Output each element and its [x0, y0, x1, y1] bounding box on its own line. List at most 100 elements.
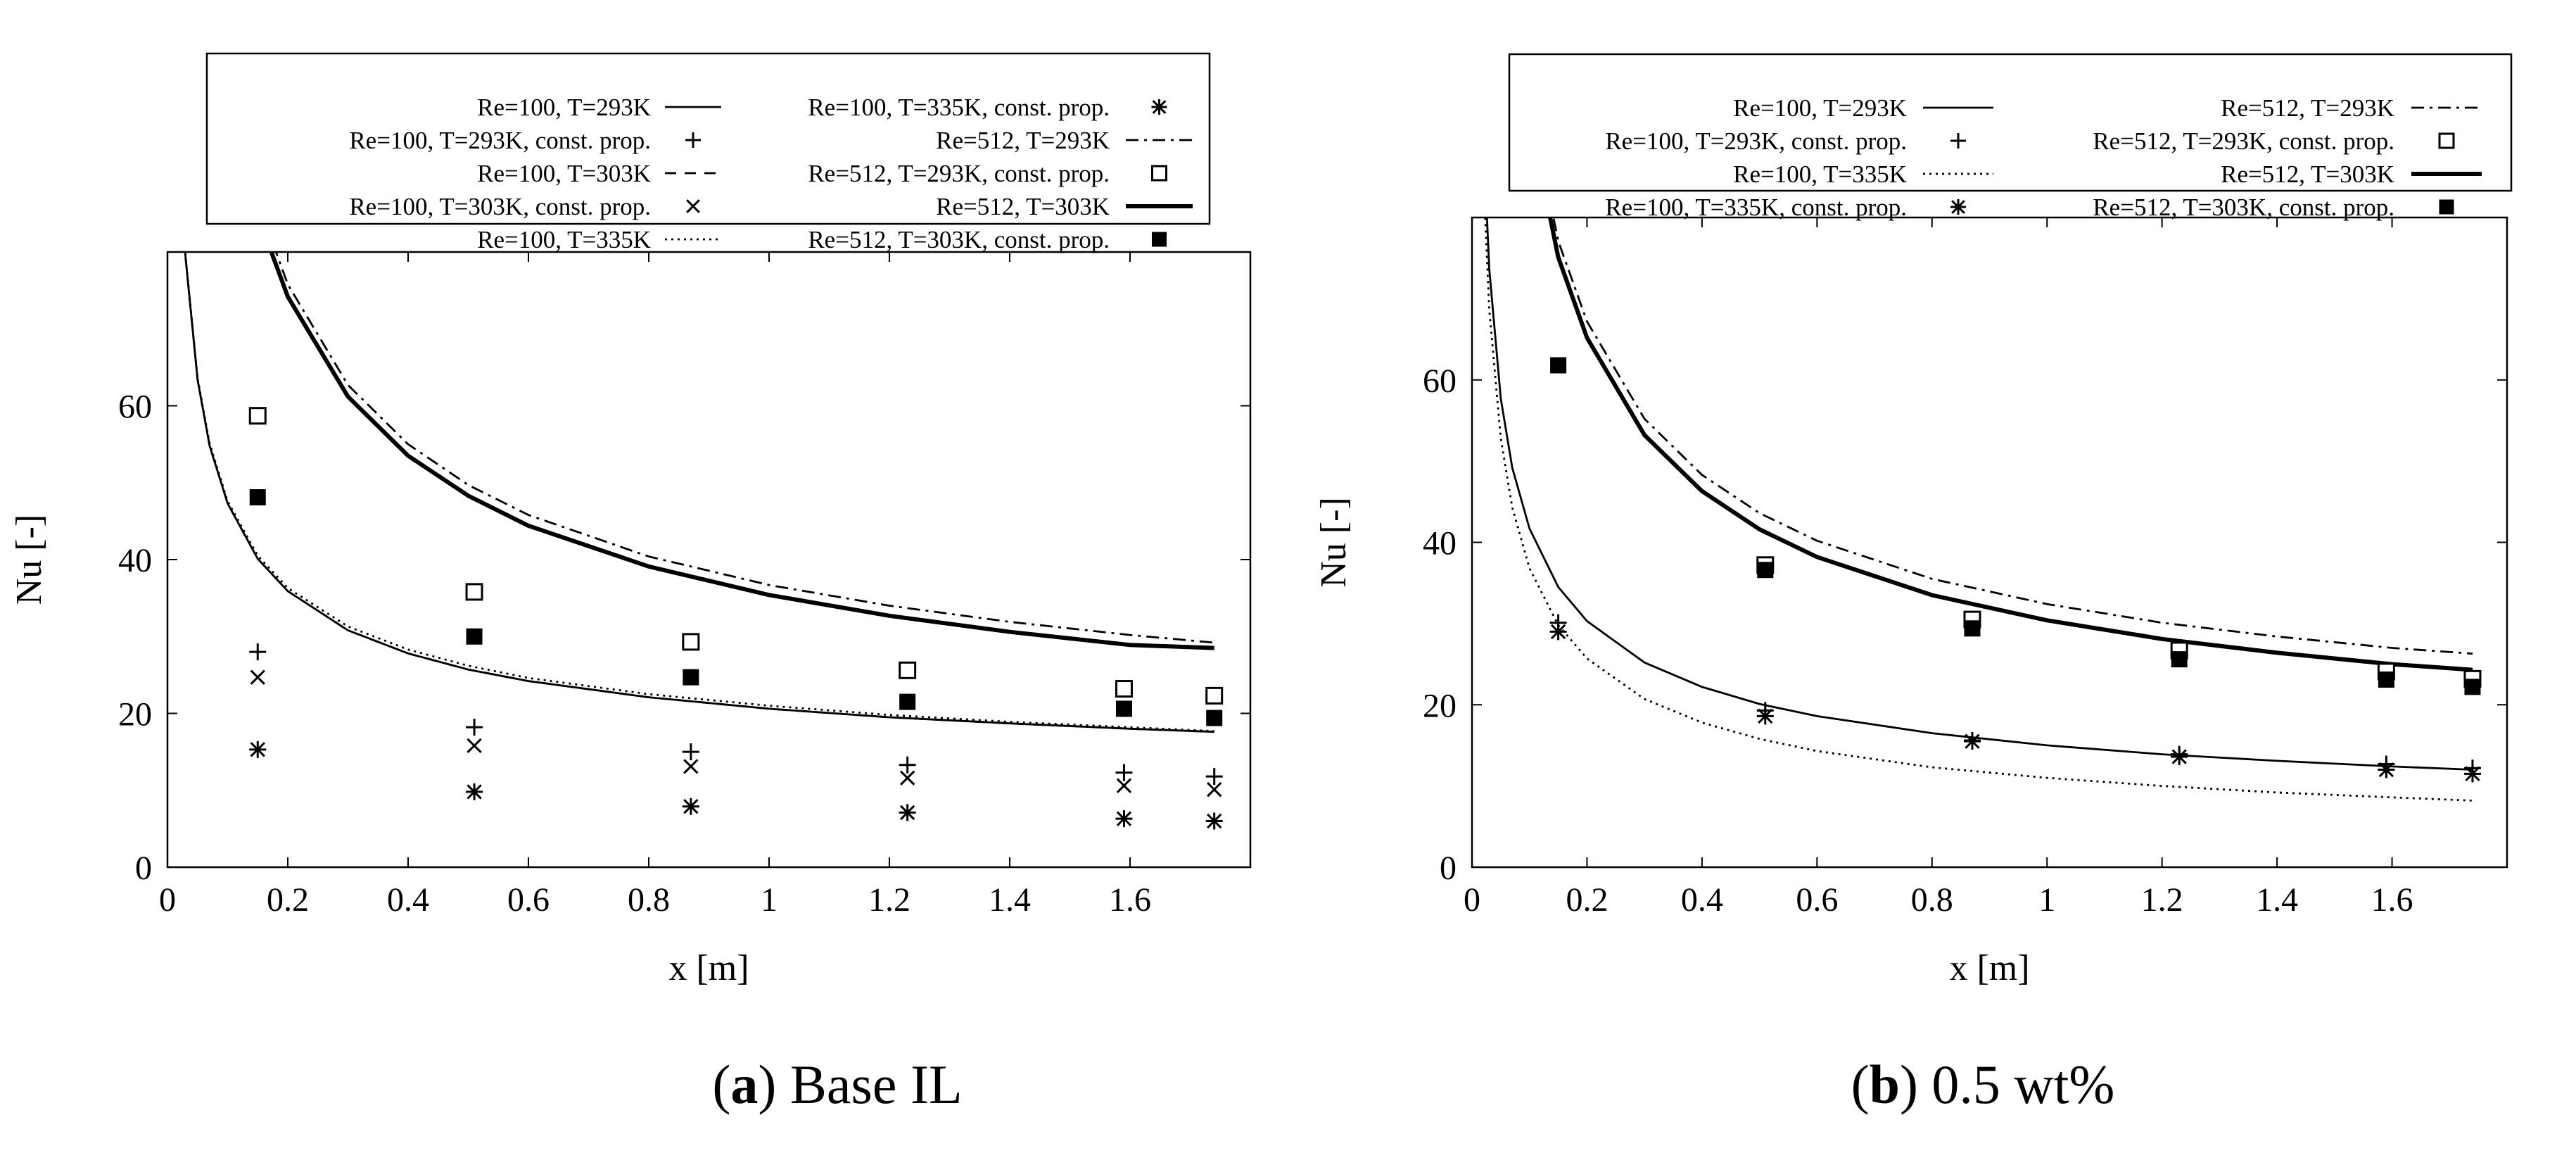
- point-re-100-t-335k-const-prop: [249, 740, 267, 758]
- legend-label-re-100-t-303k: Re=100, T=303K: [477, 160, 651, 187]
- x-tick-label: 0.6: [1796, 881, 1838, 919]
- x-tick-label: 1.2: [868, 881, 911, 919]
- x-axis-label: x [m]: [668, 948, 749, 988]
- point-re-512-t-303k-const-prop: [2171, 651, 2188, 668]
- plot-frame: [1471, 216, 2508, 869]
- point-re-512-t-303k-const-prop: [1550, 357, 1567, 374]
- x-tick-label: 0.8: [628, 881, 670, 919]
- legend-label-re-100-t-335k-const-prop: Re=100, T=335K, const. prop.: [1605, 194, 1907, 221]
- caption: (a) Base IL: [712, 1054, 962, 1115]
- y-tick-label: 40: [1423, 525, 1457, 562]
- x-tick-label: 0: [1464, 881, 1480, 919]
- legend-sample-re-512-t-303k-const-prop: [2439, 199, 2454, 215]
- legend-sample-re-512-t-293k-const-prop: [2438, 132, 2455, 149]
- curves: [184, 252, 1214, 733]
- series-line-re-512-t-303k: [269, 252, 1214, 650]
- legend-label-re-512-t-303k-const-prop: Re=512, T=303K, const. prop.: [2093, 194, 2394, 221]
- point-re-100-t-335k-const-prop: [2378, 761, 2395, 778]
- point-re-100-t-335k-const-prop: [1963, 733, 1981, 750]
- legend-label-re-512-t-303k: Re=512, T=303K: [2221, 160, 2394, 188]
- point-re-100-t-293k-const-prop: [682, 743, 699, 761]
- point-re-512-t-293k-const-prop: [682, 633, 700, 651]
- point-re-512-t-293k-const-prop: [248, 407, 267, 425]
- series-line-re-100-t-293k: [184, 252, 1214, 733]
- y-tick-label: 0: [135, 850, 152, 887]
- y-tick-label: 20: [1423, 687, 1457, 724]
- x-tick-label: 0.4: [387, 881, 429, 919]
- point-re-512-t-303k-const-prop: [249, 489, 266, 506]
- x-tick-label: 1: [2038, 881, 2055, 919]
- x-tick-label: 0.4: [1681, 881, 1723, 919]
- point-re-512-t-293k-const-prop: [1205, 686, 1224, 705]
- point-re-100-t-303k-const-prop: [1116, 778, 1132, 793]
- legend-label-re-100-t-335k: Re=100, T=335K: [477, 226, 651, 253]
- series-line-re-512-t-293k: [1552, 218, 2473, 655]
- legend-label-re-512-t-293k-const-prop: Re=512, T=293K, const. prop.: [808, 160, 1110, 187]
- y-tick-label: 60: [118, 389, 152, 426]
- point-re-100-t-335k-const-prop: [1756, 707, 1774, 725]
- chart-a: 0 0.2 0.4 0.6 0.8 1 1.2 1.4 1.6 0 20 40 60 x [m] Nu [-…: [9, 52, 1252, 1115]
- legend-label-re-512-t-303k: Re=512, T=303K: [936, 193, 1110, 220]
- y-axis-label: Nu [-]: [1314, 497, 1354, 588]
- point-re-100-t-293k-const-prop: [466, 719, 483, 736]
- legend-label-re-100-t-293k: Re=100, T=293K: [1733, 94, 1907, 122]
- point-re-100-t-303k-const-prop: [1207, 781, 1222, 798]
- legend-sample-re-100-t-303k-const-prop: [686, 199, 700, 213]
- point-re-100-t-303k-const-prop: [467, 738, 482, 754]
- legend-label-re-100-t-303k-const-prop: Re=100, T=303K, const. prop.: [349, 193, 651, 220]
- x-tick-label: 1.4: [2256, 881, 2298, 919]
- plot-frame: [166, 251, 1252, 869]
- legend-label-re-512-t-293k: Re=512, T=293K: [936, 127, 1110, 154]
- legend-sample-re-512-t-293k-const-prop: [1151, 165, 1167, 182]
- y-tick-label: 60: [1423, 362, 1457, 400]
- curves: [1484, 218, 2473, 802]
- point-re-100-t-335k-const-prop: [2463, 765, 2481, 783]
- legend-label-re-512-t-303k-const-prop: Re=512, T=303K, const. prop.: [808, 226, 1110, 253]
- series-line-re-100-t-335k: [1484, 218, 2473, 802]
- y-tick-label: 0: [1440, 850, 1457, 887]
- legend-label-re-100-t-293k: Re=100, T=293K: [477, 94, 651, 121]
- point-re-100-t-335k-const-prop: [2171, 748, 2188, 766]
- point-re-100-t-303k-const-prop: [899, 770, 915, 786]
- legend-label-re-100-t-293k-const-prop: Re=100, T=293K, const. prop.: [1605, 127, 1907, 155]
- chart-b: 0 0.2 0.4 0.6 0.8 1 1.2 1.4 1.6 0 20 40 60 x [m] Nu [-…: [1314, 53, 2513, 1115]
- point-re-512-t-303k-const-prop: [899, 693, 916, 710]
- point-re-512-t-303k-const-prop: [1115, 700, 1132, 717]
- point-re-512-t-303k-const-prop: [683, 669, 699, 686]
- point-re-100-t-303k-const-prop: [683, 759, 699, 774]
- point-re-100-t-293k-const-prop: [1115, 764, 1133, 781]
- point-re-100-t-335k-const-prop: [466, 783, 483, 800]
- x-tick-label: 1.2: [2141, 881, 2183, 919]
- point-re-512-t-303k-const-prop: [1206, 710, 1223, 726]
- legend-label-re-100-t-335k-const-prop: Re=100, T=335K, const. prop.: [808, 94, 1110, 121]
- point-re-100-t-335k-const-prop: [1205, 812, 1223, 830]
- x-tick-label: 1.6: [1109, 881, 1151, 919]
- x-tick-label: 0.2: [267, 881, 309, 919]
- series-line-re-100-t-293k: [1485, 218, 2473, 771]
- x-tick-label: 0: [159, 881, 176, 919]
- point-re-100-t-335k-const-prop: [899, 804, 916, 821]
- point-re-512-t-303k-const-prop: [2464, 679, 2481, 695]
- x-tick-label: 0.8: [1911, 881, 1953, 919]
- point-re-512-t-293k-const-prop: [1115, 680, 1133, 698]
- y-tick-label: 40: [118, 542, 152, 579]
- legend-sample-re-512-t-303k-const-prop: [1152, 232, 1167, 247]
- point-re-100-t-335k-const-prop: [682, 798, 699, 815]
- point-re-100-t-293k-const-prop: [899, 756, 916, 774]
- point-re-512-t-293k-const-prop: [465, 583, 483, 601]
- point-re-512-t-293k-const-prop: [899, 661, 917, 679]
- x-axis-label: x [m]: [1949, 948, 2029, 988]
- legend-label-re-512-t-293k-const-prop: Re=512, T=293K, const. prop.: [2093, 127, 2394, 155]
- legend-label-re-100-t-293k-const-prop: Re=100, T=293K, const. prop.: [349, 127, 651, 154]
- legend-sample-re-100-t-335k-const-prop: [1950, 199, 1966, 215]
- point-re-512-t-303k-const-prop: [1964, 620, 1981, 637]
- legend-box: [205, 52, 1211, 225]
- point-re-512-t-303k-const-prop: [2378, 671, 2394, 688]
- x-tick-label: 1: [761, 881, 778, 919]
- x-tick-label: 1.4: [989, 881, 1031, 919]
- legend-label-re-512-t-293k: Re=512, T=293K: [2221, 94, 2394, 122]
- legend-label-re-100-t-335k: Re=100, T=335K: [1733, 160, 1907, 188]
- x-tick-label: 1.6: [2371, 881, 2413, 919]
- legend-sample-re-100-t-335k-const-prop: [1151, 99, 1167, 115]
